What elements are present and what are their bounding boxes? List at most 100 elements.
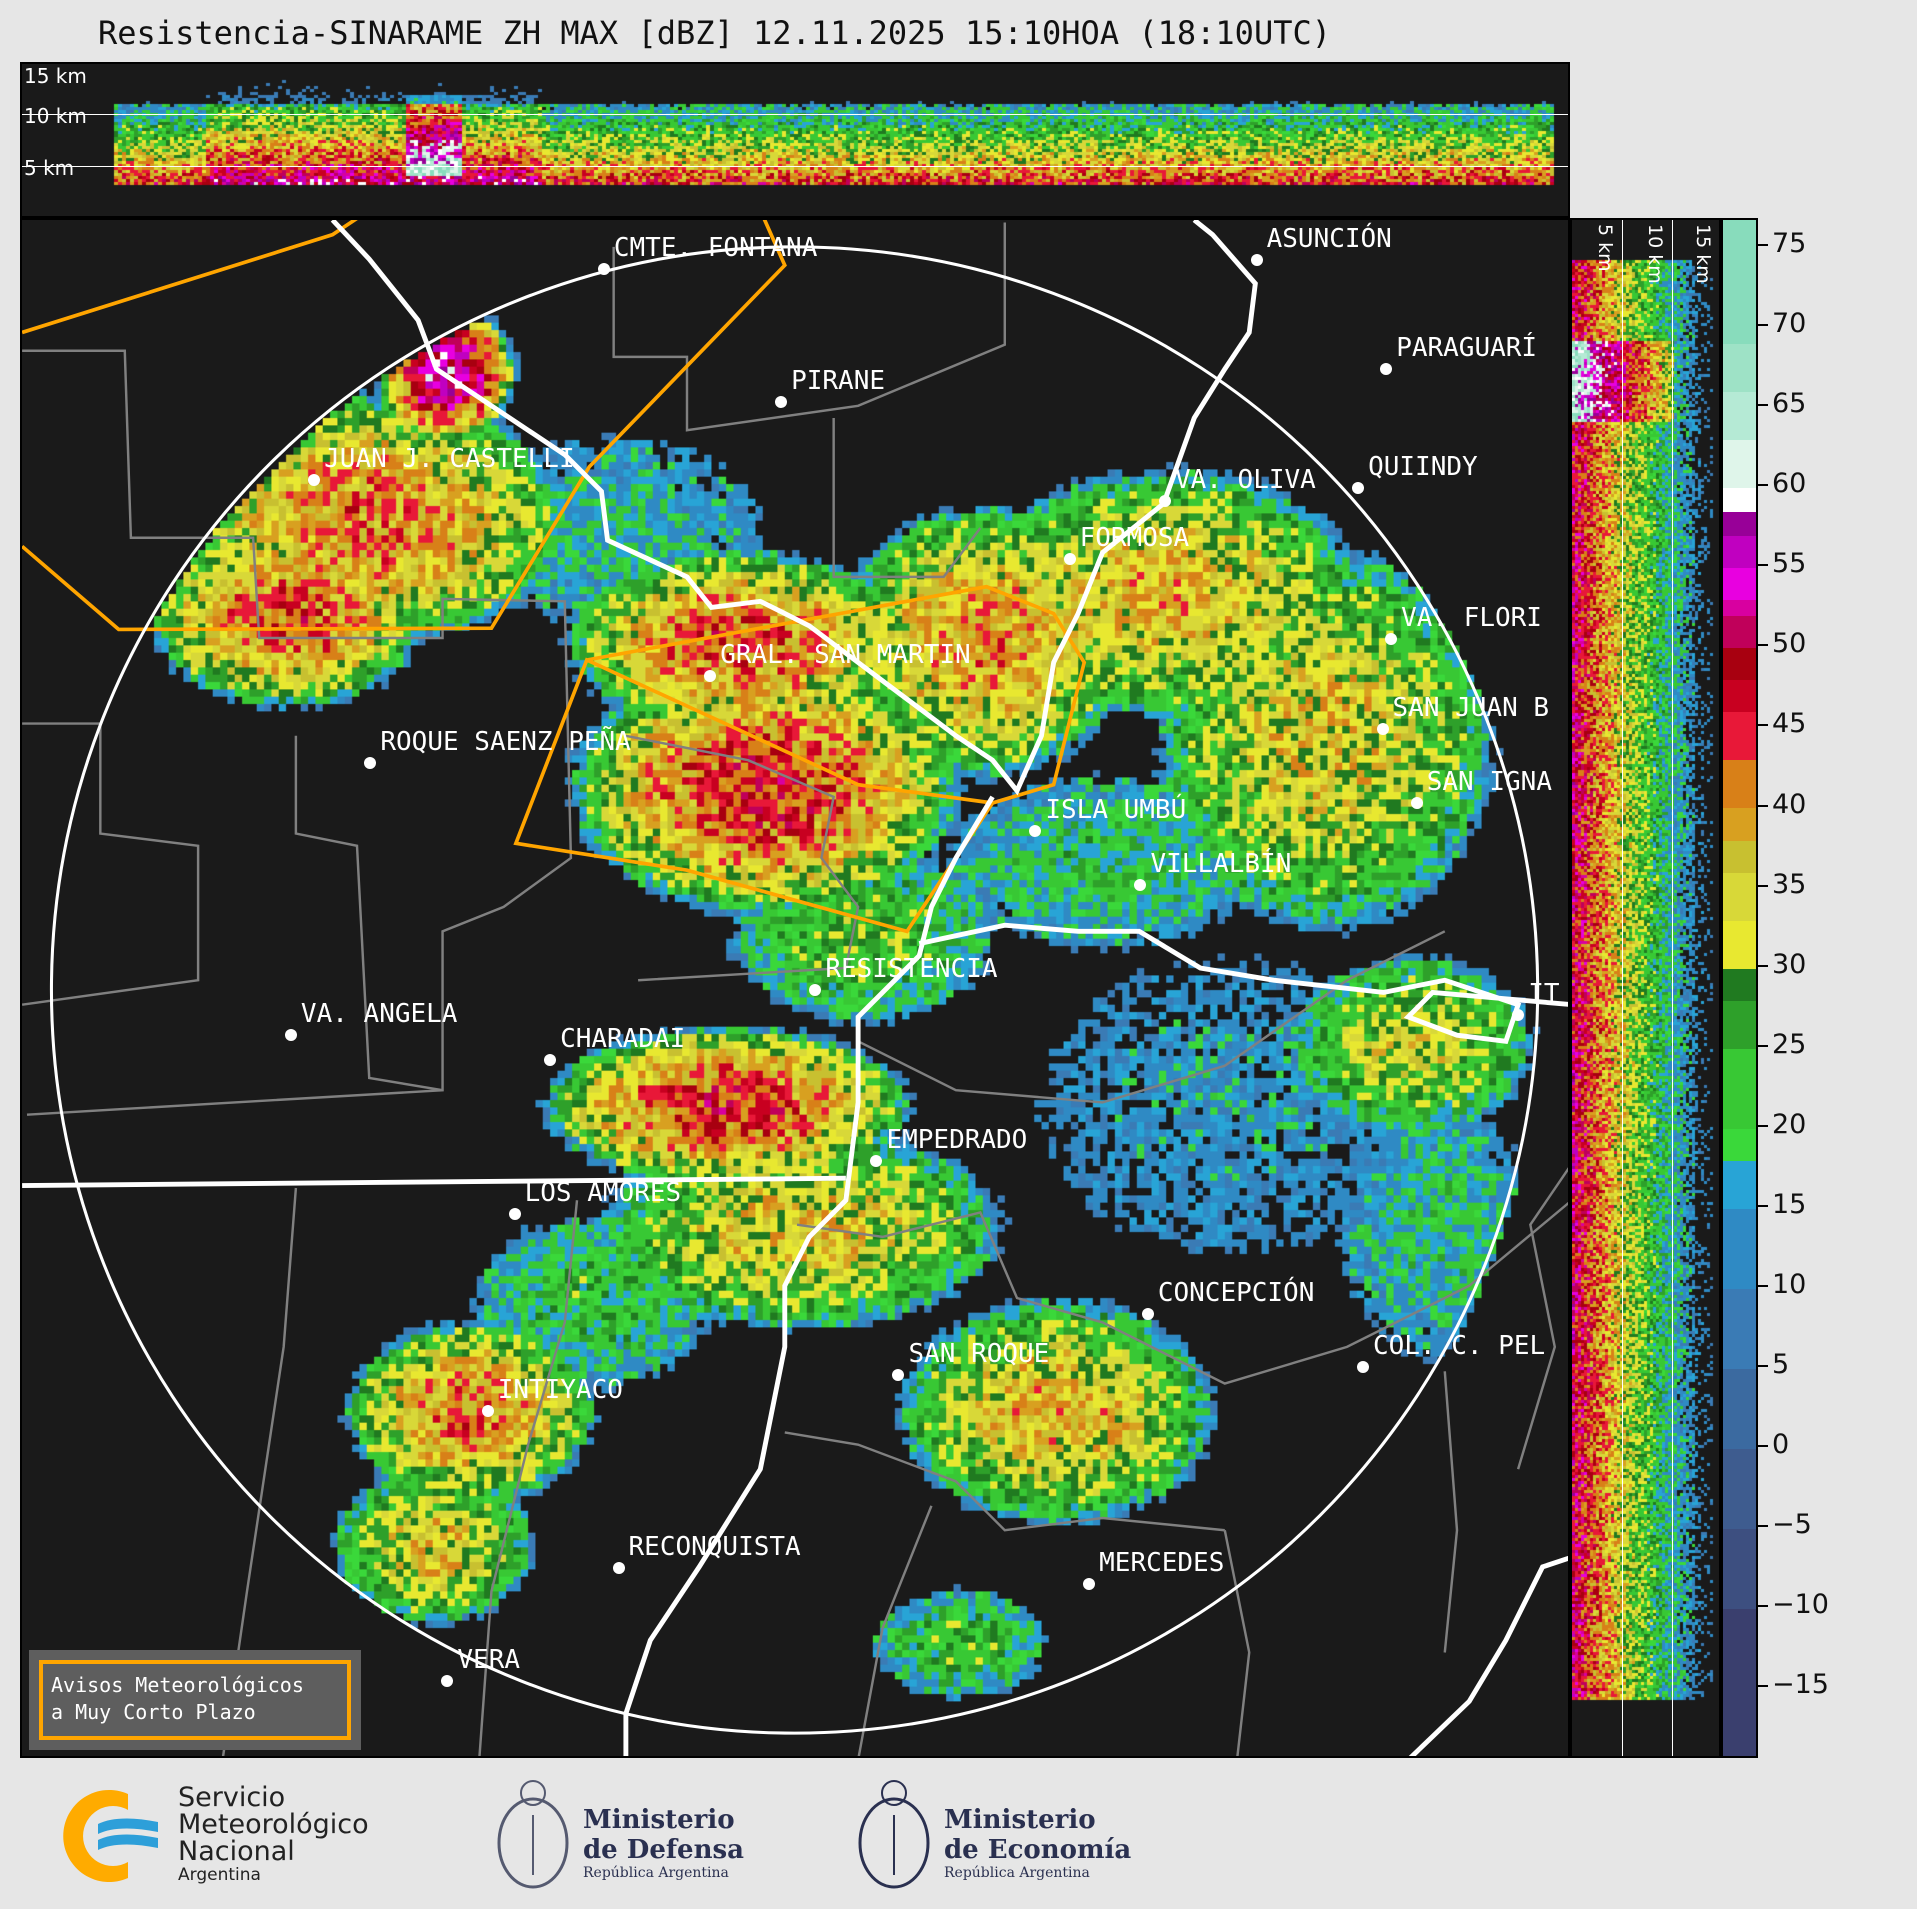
colorbar-tick [1758, 1684, 1768, 1687]
colorbar-segment [1723, 871, 1756, 921]
colorbar-tick [1758, 1524, 1768, 1527]
warning-text-line: Avisos Meteorológicos [51, 1673, 304, 1697]
range-ring [49, 245, 1540, 1735]
colorbar-tick [1758, 1444, 1768, 1447]
smn-line: Servicio [178, 1782, 286, 1813]
colorbar-tick [1758, 1204, 1768, 1207]
colorbar-tick [1758, 1124, 1768, 1127]
colorbar-segment [1723, 567, 1756, 601]
colorbar-segment [1723, 1287, 1756, 1369]
city-label: QUIINDY [1368, 451, 1478, 482]
colorbar-segment [1723, 919, 1756, 969]
colorbar-segment [1723, 535, 1756, 569]
city-marker [892, 1369, 905, 1382]
coat-of-arms-icon [858, 1780, 930, 1889]
smn-logo: Servicio Meteorológico Nacional Argentin… [58, 1782, 388, 1886]
city-label: SAN JUAN B [1392, 692, 1550, 723]
city-marker [1385, 633, 1398, 646]
colorbar-segment [1723, 1207, 1756, 1289]
city-label: RESISTENCIA [825, 954, 998, 985]
city-marker [775, 396, 788, 409]
height-label: 10 km [24, 104, 87, 128]
logo-line: República Argentina [944, 1865, 1090, 1881]
map-overlay [22, 220, 1568, 1756]
city-label: CMTE. FONTANA [613, 232, 818, 263]
smn-line: Nacional [178, 1836, 295, 1867]
city-label: COL. C. PEL [1372, 1330, 1546, 1361]
colorbar-segment [1723, 599, 1756, 617]
colorbar-tick-label: 70 [1772, 308, 1807, 340]
city-label: ISLA UMBÚ [1045, 795, 1187, 826]
colorbar-segment [1723, 1527, 1756, 1609]
city-marker [1380, 363, 1393, 376]
city-label: JUAN J. CASTELLI [324, 444, 575, 475]
warning-box[interactable]: Avisos Meteorológicos a Muy Corto Plazo [29, 1650, 361, 1750]
city-label: SAN IGNA [1426, 767, 1552, 798]
city-label: GRAL. SAN MARTIN [720, 639, 971, 670]
colorbar-tick [1758, 244, 1768, 247]
colorbar-segment [1723, 511, 1756, 537]
radar-map[interactable]: CMTE. FONTANA PIRANE ASUNCIÓN PARAGUARÍ JUAN… [20, 218, 1570, 1758]
colorbar-segment [1723, 1607, 1756, 1756]
right-cross-section-echoes [1572, 220, 1719, 1756]
colorbar-tick [1758, 484, 1768, 487]
city-label: IT [1528, 978, 1560, 1009]
colorbar-tick [1758, 1284, 1768, 1287]
colorbar-tick [1758, 1604, 1768, 1607]
colorbar-tick-label: 0 [1772, 1428, 1790, 1460]
colorbar-segment [1723, 220, 1756, 345]
city-label: VA. FLORI [1401, 603, 1542, 634]
city-label: VA. OLIVA [1174, 465, 1316, 496]
city-label: ASUNCIÓN [1266, 224, 1392, 255]
colorbar-segment [1723, 615, 1756, 649]
height-label: 5 km [24, 156, 75, 180]
city-marker [284, 1029, 297, 1042]
colorbar-tick-label: 5 [1772, 1348, 1790, 1380]
colorbar-segment [1723, 711, 1756, 761]
province-borders [22, 220, 1087, 934]
economia-logo: Ministerio de Economía República Argenti… [856, 1775, 1136, 1895]
city-marker [1356, 1360, 1369, 1373]
city-label: CHARADAI [560, 1023, 686, 1054]
colorbar-tick-label: 50 [1772, 628, 1807, 660]
colorbar-tick-label: 65 [1772, 388, 1807, 420]
colorbar-tick-label: −10 [1772, 1588, 1829, 1620]
logo-line: de Economía [944, 1835, 1132, 1865]
city-marker [508, 1207, 521, 1220]
colorbar [1721, 218, 1758, 1758]
colorbar-tick [1758, 1044, 1768, 1047]
colorbar-tick [1758, 724, 1768, 727]
height-line-10km [1672, 220, 1673, 1756]
colorbar-segment [1723, 1159, 1756, 1209]
colorbar-tick-label: 35 [1772, 868, 1807, 900]
height-line-10km [22, 114, 1568, 115]
country-borders [22, 220, 1568, 1756]
city-marker [809, 984, 822, 997]
city-marker [1158, 495, 1171, 508]
city-marker [364, 756, 377, 769]
city-label: RECONQUISTA [628, 1532, 801, 1563]
colorbar-tick-label: 30 [1772, 948, 1807, 980]
city-marker [1029, 825, 1042, 838]
top-cross-section-panel: 15 km 10 km 5 km [20, 62, 1570, 218]
city-marker [544, 1053, 557, 1066]
city-marker [870, 1155, 883, 1168]
colorbar-tick [1758, 804, 1768, 807]
city-marker [597, 262, 610, 275]
defensa-logo: Ministerio de Defensa República Argentin… [495, 1775, 755, 1895]
city-marker [1512, 1008, 1525, 1021]
city-label: PIRANE [791, 366, 886, 397]
colorbar-segment [1723, 999, 1756, 1049]
smn-line: Argentina [178, 1865, 261, 1885]
colorbar-tick [1758, 324, 1768, 327]
colorbar-segment [1723, 343, 1756, 393]
city-marker [441, 1674, 454, 1687]
city-label: PARAGUARÍ [1396, 333, 1538, 364]
height-label: 15 km [1692, 224, 1714, 284]
city-label: LOS AMORES [524, 1177, 682, 1208]
logo-line: República Argentina [583, 1865, 729, 1881]
logo-line: de Defensa [583, 1835, 744, 1865]
colorbar-segment [1723, 647, 1756, 681]
city-marker [481, 1404, 494, 1417]
city-label: INTIYACO [497, 1374, 623, 1405]
